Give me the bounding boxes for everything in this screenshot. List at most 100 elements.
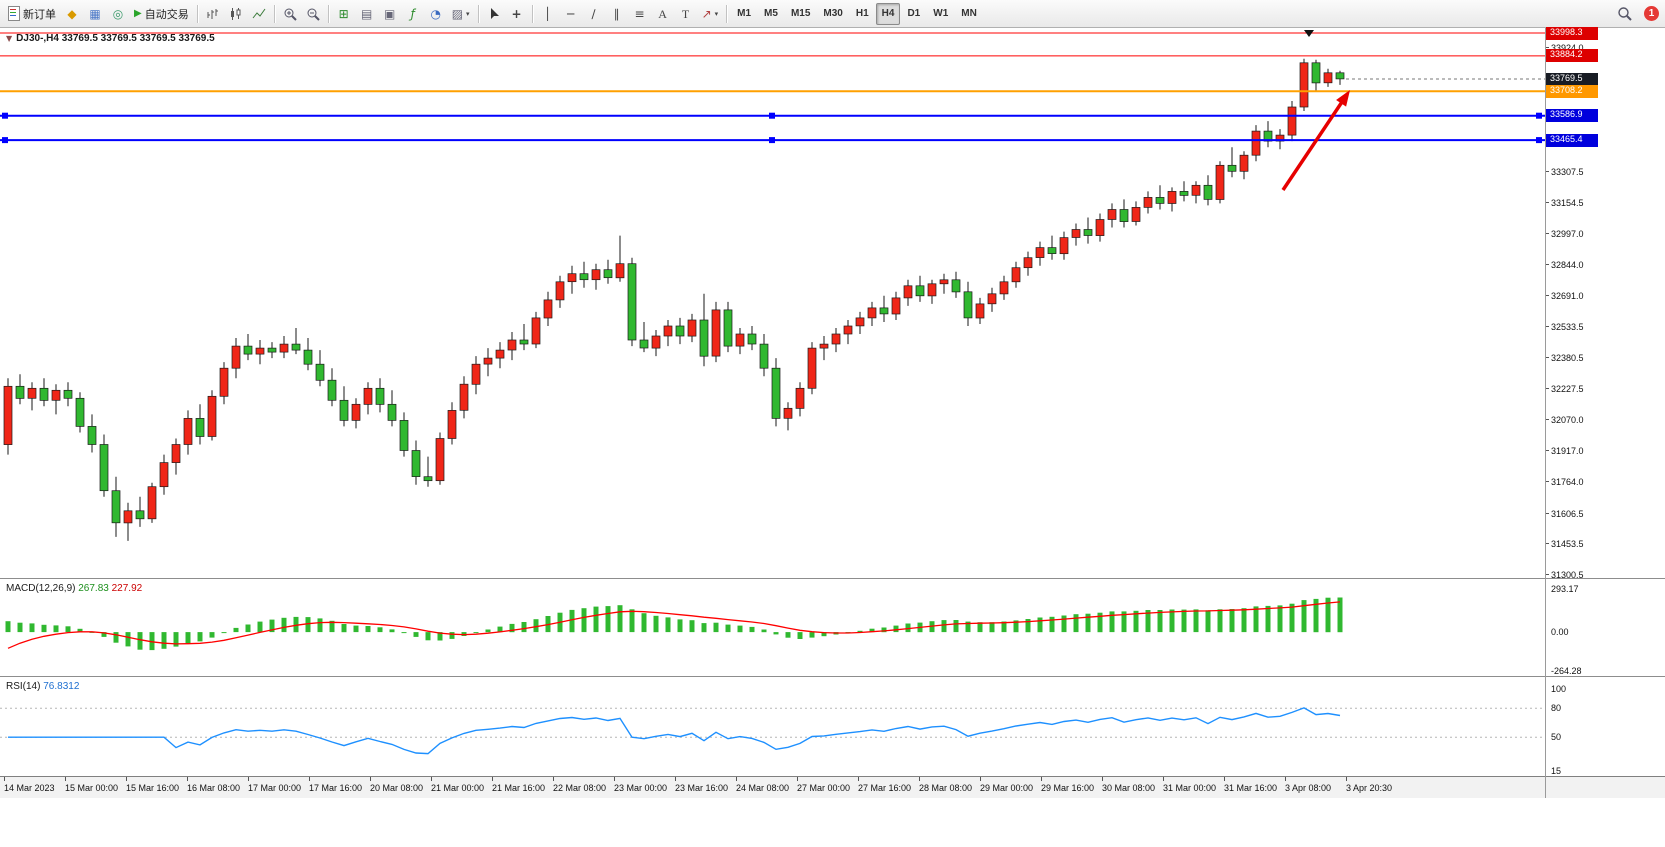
vertical-line-button[interactable]: │ (537, 3, 559, 25)
toolbar-separator (327, 4, 329, 23)
line-handle[interactable] (2, 112, 8, 119)
line-handle[interactable] (2, 137, 8, 144)
macd-signal-value: 227.92 (111, 583, 143, 594)
time-tick-label: 27 Mar 00:00 (797, 777, 851, 793)
arrows-button[interactable]: ↗ ▾ (698, 3, 723, 25)
text-label-button[interactable]: T (675, 3, 697, 25)
trendline-button[interactable]: ∕ (583, 3, 605, 25)
panel-divider[interactable] (0, 676, 1665, 677)
timeframe-m15-button[interactable]: M15 (785, 3, 816, 25)
new-chart-icon: ▤ (361, 6, 373, 21)
chart-context-arrow-icon[interactable]: ▼ (6, 34, 13, 43)
macd-axis: 293.17 0.00 -264.28 (1546, 579, 1664, 676)
line-handle[interactable] (769, 112, 775, 119)
price-tick-label: 31917.0 (1545, 446, 1584, 457)
bar-marker-icon (1304, 30, 1314, 37)
auto-trading-label: 自动交易 (144, 8, 189, 21)
toolbar-separator (196, 4, 198, 23)
periods-button[interactable]: ◔ (425, 3, 447, 25)
trend-arrow-head (1336, 90, 1350, 107)
indicators-button[interactable]: ƒ (402, 3, 424, 25)
trendline-icon: ∕ (591, 6, 596, 21)
new-chart-button[interactable]: ▤ (356, 3, 378, 25)
profiles-button[interactable]: ▣ (379, 3, 401, 25)
time-tick-label: 29 Mar 00:00 (980, 777, 1034, 793)
crosshair-icon: + (511, 6, 522, 21)
bar-chart-button[interactable] (202, 3, 224, 25)
timeframe-m5-button[interactable]: M5 (758, 3, 784, 25)
horizontal-line-button[interactable]: ─ (560, 3, 582, 25)
line-chart-button[interactable] (248, 3, 270, 25)
main-chart[interactable] (0, 28, 1665, 578)
time-axis[interactable]: 14 Mar 2023 15 Mar 00:00 15 Mar 16:00 16 Ma… (0, 776, 1665, 798)
chart-header: ▼ DJ30-,H4 33769.5 33769.5 33769.5 33769… (6, 33, 215, 44)
price-tick-label: 33924.0 (1545, 42, 1584, 53)
market-watch-button[interactable]: ◆ (61, 3, 83, 25)
macd-axis-label: 293.17 (1551, 584, 1579, 594)
rsi-panel[interactable] (0, 677, 1665, 776)
price-tick-label: 31453.5 (1545, 539, 1584, 550)
timeframe-m1-button[interactable]: M1 (731, 3, 757, 25)
new-order-label: 新订单 (23, 8, 56, 21)
equidistant-channel-button[interactable]: ∥ (606, 3, 628, 25)
time-tick-label: 27 Mar 16:00 (858, 777, 912, 793)
line-handle[interactable] (1536, 112, 1542, 119)
data-window-button[interactable]: ▦ (84, 3, 106, 25)
price-tick-label: 32070.0 (1545, 415, 1584, 426)
rsi-label: RSI(14) 76.8312 (6, 681, 79, 692)
tile-windows-button[interactable]: ⊞ (333, 3, 355, 25)
macd-axis-label: -264.28 (1551, 666, 1582, 676)
zoom-in-icon (284, 8, 297, 21)
time-tick-label: 30 Mar 08:00 (1102, 777, 1156, 793)
timeframe-mn-button[interactable]: MN (955, 3, 983, 25)
auto-trading-button[interactable]: ▶ 自动交易 (130, 3, 193, 25)
panel-divider[interactable] (0, 578, 1665, 579)
trend-arrow-object[interactable] (1281, 95, 1348, 191)
market-watch-icon: ◆ (67, 6, 77, 21)
timeframe-m30-button[interactable]: M30 (817, 3, 848, 25)
notification-badge[interactable]: 1 (1644, 6, 1659, 21)
templates-button[interactable]: ▨ ▾ (448, 3, 474, 25)
time-tick-label: 21 Mar 00:00 (431, 777, 485, 793)
zoom-out-button[interactable] (302, 3, 324, 25)
rsi-axis-label: 100 (1551, 684, 1567, 694)
time-tick-label: 15 Mar 16:00 (126, 777, 180, 793)
navigator-button[interactable]: ◎ (107, 3, 129, 25)
timeframe-d1-button[interactable]: D1 (901, 3, 926, 25)
timeframe-h4-button[interactable]: H4 (875, 2, 901, 25)
toolbar-separator (477, 4, 479, 23)
line-handle[interactable] (1536, 137, 1542, 144)
candlestick-chart-icon (230, 7, 241, 20)
price-tick-label: 31300.5 (1545, 570, 1584, 580)
crosshair-button[interactable]: + (506, 3, 528, 25)
text-button[interactable]: A (652, 3, 674, 25)
candlestick-chart-button[interactable] (225, 3, 247, 25)
price-marker-label: 33465.4 (1546, 133, 1598, 147)
macd-label: MACD(12,26,9) 267.83 227.92 (6, 583, 142, 594)
toolbar-separator (273, 4, 275, 23)
new-order-button[interactable]: 新订单 (4, 3, 60, 25)
candle-bodies-layer (3, 62, 1345, 524)
timeframe-h1-button[interactable]: H1 (850, 3, 875, 25)
price-axis[interactable]: 33924.0 33307.5 33154.5 32997.0 32844.0 32691… (1545, 26, 1664, 580)
macd-panel[interactable] (0, 579, 1665, 676)
time-tick-label: 22 Mar 08:00 (553, 777, 607, 793)
arrows-icon: ↗ (701, 6, 712, 21)
chart-symbol-label: DJ30-,H4 33769.5 33769.5 33769.5 33769.5 (16, 33, 215, 44)
price-tick-label: 31606.5 (1545, 508, 1584, 519)
bar-chart-icon (207, 8, 218, 19)
toolbar-separator (726, 4, 728, 23)
line-handle[interactable] (769, 137, 775, 144)
zoom-in-button[interactable] (279, 3, 301, 25)
fibonacci-button[interactable]: ≡ (629, 3, 651, 25)
price-marker-label: 33769.5 (1546, 72, 1598, 86)
cursor-button[interactable] (483, 3, 505, 25)
price-tick-label: 32691.0 (1545, 290, 1584, 301)
data-window-icon: ▦ (89, 6, 101, 21)
toolbar-separator (531, 4, 533, 23)
timeframe-w1-button[interactable]: W1 (927, 3, 954, 25)
time-tick-label: 14 Mar 2023 (4, 777, 55, 793)
price-tick-label: 32844.0 (1545, 259, 1584, 270)
search-button[interactable] (1613, 3, 1636, 25)
